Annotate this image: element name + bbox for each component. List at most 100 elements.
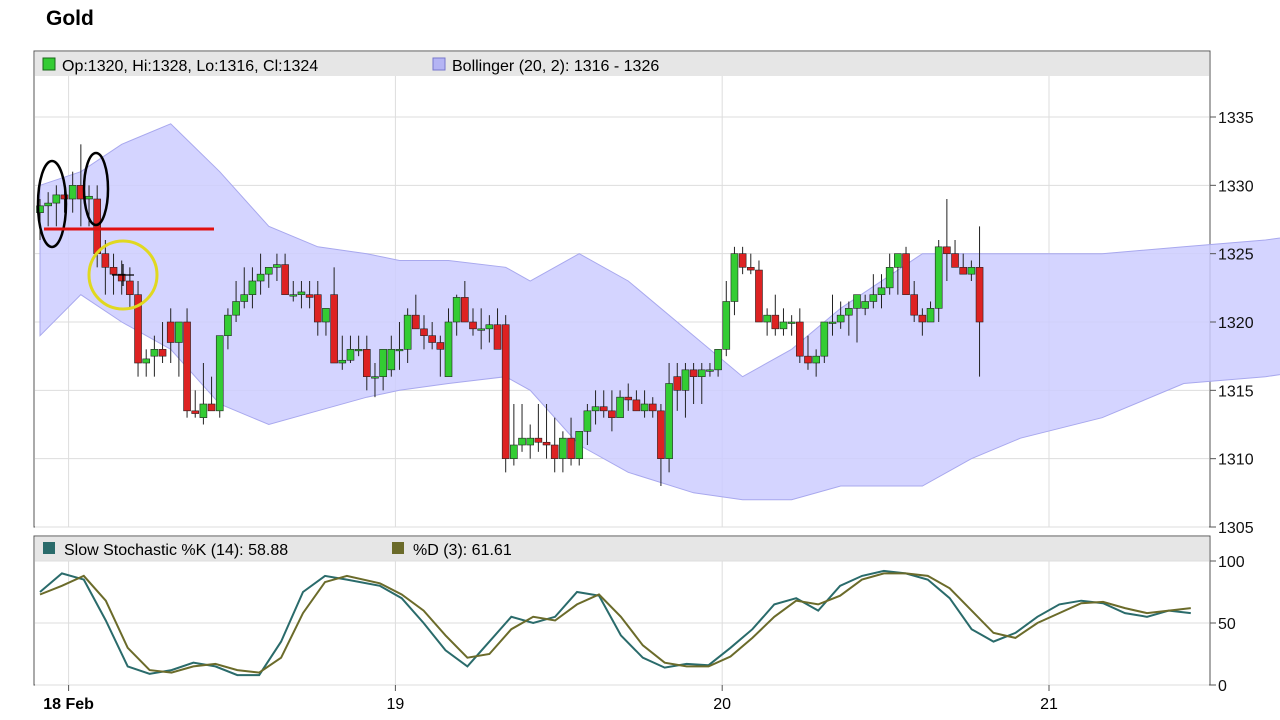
candle-body bbox=[894, 253, 902, 268]
candle-body bbox=[542, 441, 551, 446]
candle-body bbox=[526, 437, 535, 446]
candle-body bbox=[109, 267, 118, 275]
stochastic-y-axis: 0 50 100 bbox=[1210, 554, 1245, 695]
candle-body bbox=[951, 253, 959, 268]
stoch-tick-label: 100 bbox=[1218, 554, 1245, 571]
annotation-circle-1 bbox=[36, 159, 68, 249]
candle-body bbox=[224, 314, 232, 336]
ohlc-swatch bbox=[42, 57, 56, 71]
candle-body bbox=[640, 403, 649, 412]
bollinger-legend: Bollinger (20, 2): 1316 - 1326 bbox=[452, 58, 659, 75]
candle-body bbox=[85, 195, 93, 200]
candle-body bbox=[632, 399, 641, 412]
candle-body bbox=[820, 321, 829, 357]
d-swatch bbox=[392, 542, 404, 554]
candle-body bbox=[812, 355, 820, 364]
candle-body bbox=[648, 403, 657, 412]
candle-body bbox=[657, 410, 665, 459]
candle-body bbox=[967, 267, 976, 275]
candle-body bbox=[313, 294, 322, 323]
stoch-d-line bbox=[39, 572, 1191, 674]
candle-body bbox=[616, 396, 624, 418]
candle-body bbox=[730, 253, 739, 302]
candle-body bbox=[836, 314, 845, 323]
candle-body bbox=[885, 267, 894, 289]
stochastic-lines bbox=[39, 569, 1191, 677]
candle-body bbox=[183, 321, 191, 412]
price-legend-bar bbox=[35, 52, 1209, 76]
candle-body bbox=[934, 246, 943, 309]
x-tick-label: 21 bbox=[1040, 696, 1058, 713]
bollinger-area bbox=[39, 123, 1280, 501]
candle-body bbox=[420, 328, 428, 336]
candle-body bbox=[232, 301, 240, 316]
candle-body bbox=[943, 246, 951, 254]
candle-body bbox=[117, 273, 126, 282]
candle-body bbox=[926, 308, 935, 323]
candle-body bbox=[804, 355, 812, 364]
candle-body bbox=[395, 349, 404, 352]
price-tick-label: 1335 bbox=[1218, 110, 1254, 127]
candle-body bbox=[787, 321, 796, 324]
stoch-k-line bbox=[39, 569, 1191, 677]
candle-body bbox=[853, 294, 861, 309]
candle-body bbox=[469, 321, 477, 330]
candle-body bbox=[264, 267, 273, 275]
candle-body bbox=[379, 349, 387, 377]
x-tick-label: 18 Feb bbox=[43, 696, 94, 713]
k-swatch bbox=[43, 542, 55, 554]
price-tick-label: 1310 bbox=[1218, 452, 1254, 469]
candle-body bbox=[322, 308, 330, 323]
candle-body bbox=[575, 431, 584, 459]
price-tick-label: 1330 bbox=[1218, 178, 1254, 195]
candle-body bbox=[444, 321, 453, 377]
candle-body bbox=[501, 324, 510, 459]
candle-body bbox=[534, 437, 543, 443]
candle-body bbox=[861, 301, 869, 309]
annotation-circle-2 bbox=[82, 151, 110, 227]
candle-body bbox=[689, 369, 698, 377]
candle-body bbox=[902, 253, 910, 295]
candle-body bbox=[158, 349, 167, 357]
candle-body bbox=[297, 291, 306, 295]
candle-body bbox=[828, 321, 837, 324]
candle-body bbox=[910, 294, 918, 316]
candle-body bbox=[52, 194, 61, 204]
candle-body bbox=[877, 287, 886, 295]
candle-body bbox=[779, 321, 788, 330]
candle-body bbox=[550, 444, 559, 459]
candle-body bbox=[330, 294, 338, 364]
candle-body bbox=[199, 403, 208, 418]
candle-body bbox=[755, 269, 763, 323]
candle-body bbox=[771, 314, 780, 330]
x-axis: 18 Feb 19 20 21 bbox=[43, 685, 1058, 713]
chart-title: Gold bbox=[46, 7, 94, 30]
candle-body bbox=[746, 267, 755, 271]
candle-body bbox=[567, 437, 575, 459]
candle-body bbox=[68, 185, 77, 200]
candle-body bbox=[428, 335, 436, 343]
stoch-tick-label: 0 bbox=[1218, 678, 1227, 695]
bollinger-band bbox=[39, 123, 1280, 501]
candle-body bbox=[477, 328, 485, 331]
candle-body bbox=[338, 359, 347, 364]
ohlc-legend: Op:1320, Hi:1328, Lo:1316, Cl:1324 bbox=[62, 58, 318, 75]
candle-body bbox=[289, 294, 298, 297]
candle-body bbox=[599, 406, 608, 412]
candle-body bbox=[371, 376, 379, 379]
d-legend: %D (3): 61.61 bbox=[413, 542, 512, 559]
candle-body bbox=[918, 314, 927, 323]
cursor-icon bbox=[112, 264, 134, 286]
candle-body bbox=[714, 349, 722, 371]
price-tick-label: 1325 bbox=[1218, 247, 1254, 264]
candle-body bbox=[559, 437, 567, 459]
candle-body bbox=[191, 410, 200, 414]
candle-body bbox=[665, 383, 673, 459]
price-tick-label: 1320 bbox=[1218, 315, 1254, 332]
candle-body bbox=[738, 253, 747, 268]
candle-body bbox=[763, 314, 771, 323]
annotation-circle-3 bbox=[87, 239, 159, 311]
candle-body bbox=[697, 369, 706, 377]
candle-body bbox=[150, 349, 159, 357]
price-tick-label: 1305 bbox=[1218, 520, 1254, 537]
